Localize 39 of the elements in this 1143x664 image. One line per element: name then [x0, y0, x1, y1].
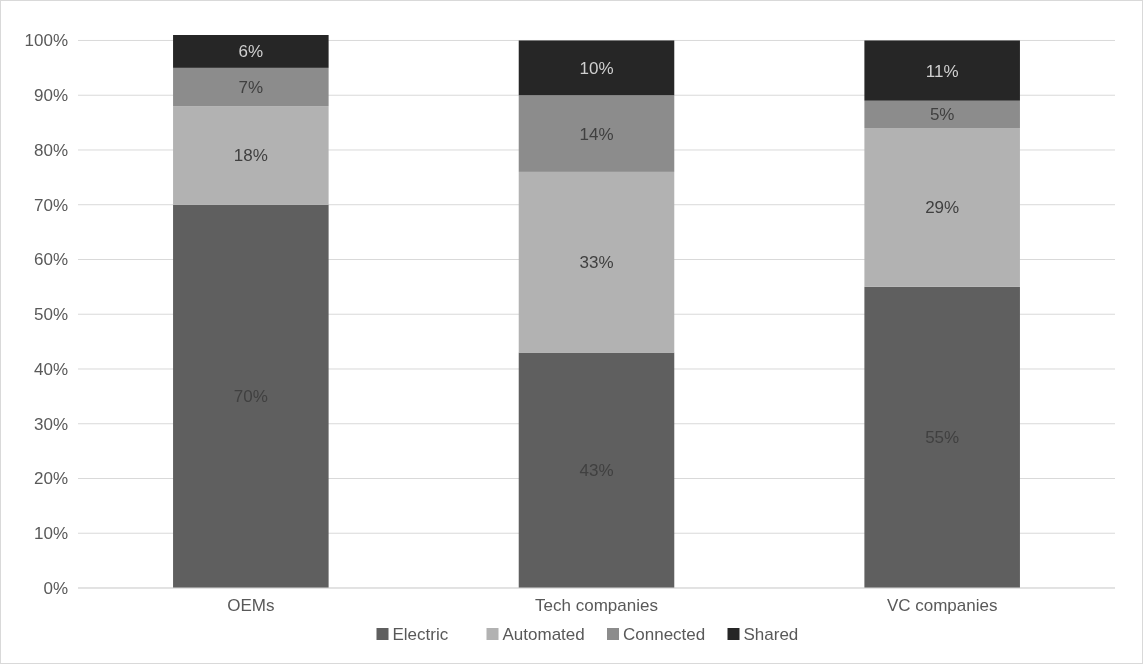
x-tick-label: Tech companies: [535, 595, 658, 615]
y-tick-label: 20%: [33, 469, 68, 489]
data-label: 14%: [579, 124, 614, 144]
y-tick-label: 0%: [43, 578, 68, 598]
y-tick-label: 90%: [33, 86, 68, 106]
bar: [864, 286, 1020, 588]
y-tick-label: 50%: [33, 305, 68, 325]
y-tick-label: 100%: [24, 31, 68, 51]
data-label: 6%: [238, 42, 264, 62]
bar: [518, 40, 675, 96]
x-tick-label: VC companies: [886, 595, 998, 615]
legend-label: Connected: [623, 624, 706, 644]
bar: [518, 95, 675, 172]
bar: [864, 100, 1020, 129]
data-label: 10%: [579, 58, 614, 78]
y-tick-label: 10%: [33, 524, 68, 544]
y-tick-label: 30%: [33, 414, 68, 434]
x-tick-label: OEMs: [227, 595, 275, 615]
bar: [173, 35, 329, 68]
bar: [173, 204, 329, 588]
data-label: 7%: [238, 77, 264, 97]
legend-label: Shared: [743, 624, 799, 644]
data-label: 33%: [579, 253, 614, 273]
data-label: 11%: [925, 61, 959, 81]
bar: [864, 128, 1020, 287]
y-tick-label: 40%: [33, 359, 68, 379]
legend-label: Automated: [502, 624, 585, 644]
bar: [173, 106, 329, 205]
y-tick-label: 60%: [33, 250, 68, 270]
y-tick-label: 70%: [33, 195, 68, 215]
bar: [518, 352, 675, 588]
bar: [864, 40, 1020, 101]
data-label: 29%: [925, 198, 960, 218]
data-label: 18%: [233, 146, 268, 166]
legend-label: Electric: [392, 624, 449, 644]
y-tick-label: 80%: [33, 140, 68, 160]
data-label: 5%: [929, 105, 955, 125]
bar: [518, 171, 675, 353]
bar: [173, 67, 329, 107]
